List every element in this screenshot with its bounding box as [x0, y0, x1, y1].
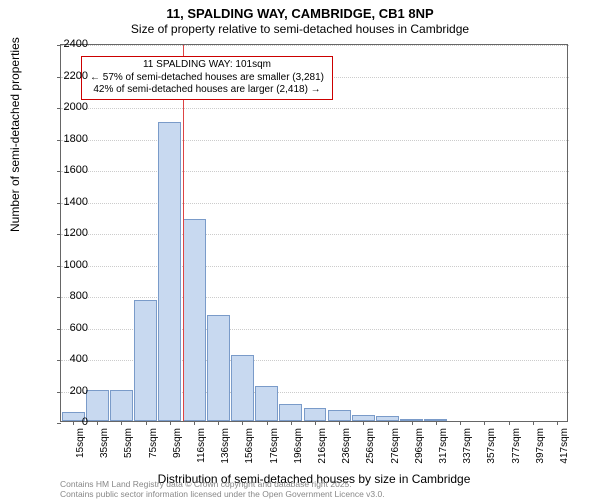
- histogram-bar: [304, 408, 327, 421]
- y-axis-label: Number of semi-detached properties: [8, 37, 22, 232]
- gridline: [61, 297, 569, 298]
- xtick-label: 116sqm: [196, 428, 207, 463]
- plot-region: 11 SPALDING WAY: 101sqm← 57% of semi-det…: [60, 44, 568, 422]
- histogram-bar: [255, 386, 278, 421]
- xtick-mark: [97, 421, 98, 425]
- ytick-label: 2400: [48, 38, 88, 50]
- histogram-bar: [231, 355, 254, 421]
- gridline: [61, 140, 569, 141]
- xtick-label: 236sqm: [341, 428, 352, 464]
- gridline: [61, 266, 569, 267]
- xtick-mark: [170, 421, 171, 425]
- ytick-label: 2200: [48, 70, 88, 82]
- xtick-label: 35sqm: [99, 428, 110, 458]
- xtick-mark: [218, 421, 219, 425]
- xtick-label: 156sqm: [244, 428, 255, 464]
- xtick-label: 196sqm: [293, 428, 304, 464]
- xtick-mark: [194, 421, 195, 425]
- xtick-label: 176sqm: [269, 428, 280, 464]
- gridline: [61, 45, 569, 46]
- ytick-label: 1600: [48, 164, 88, 176]
- histogram-bar: [110, 390, 133, 422]
- histogram-bar: [183, 219, 206, 421]
- xtick-label: 417sqm: [559, 428, 570, 464]
- gridline: [61, 171, 569, 172]
- annotation-line: 42% of semi-detached houses are larger (…: [87, 84, 327, 97]
- annotation-line: 11 SPALDING WAY: 101sqm: [87, 59, 327, 72]
- histogram-bar: [279, 404, 302, 421]
- xtick-mark: [412, 421, 413, 425]
- ytick-label: 0: [48, 416, 88, 428]
- xtick-mark: [557, 421, 558, 425]
- xtick-mark: [460, 421, 461, 425]
- xtick-label: 55sqm: [123, 428, 134, 458]
- ytick-label: 200: [48, 385, 88, 397]
- xtick-label: 357sqm: [486, 428, 497, 464]
- ytick-label: 400: [48, 353, 88, 365]
- xtick-mark: [509, 421, 510, 425]
- xtick-mark: [484, 421, 485, 425]
- annotation-line: ← 57% of semi-detached houses are smalle…: [87, 72, 327, 85]
- histogram-bar: [207, 315, 230, 421]
- histogram-bar: [134, 300, 157, 421]
- xtick-label: 75sqm: [148, 428, 159, 458]
- ytick-label: 800: [48, 290, 88, 302]
- xtick-label: 216sqm: [317, 428, 328, 464]
- ytick-label: 2000: [48, 101, 88, 113]
- xtick-label: 317sqm: [438, 428, 449, 464]
- annotation-box: 11 SPALDING WAY: 101sqm← 57% of semi-det…: [81, 56, 333, 100]
- footer-attribution: Contains HM Land Registry data © Crown c…: [60, 480, 385, 500]
- xtick-label: 276sqm: [390, 428, 401, 464]
- gridline: [61, 203, 569, 204]
- chart-title: 11, SPALDING WAY, CAMBRIDGE, CB1 8NP: [0, 0, 600, 21]
- ytick-label: 1000: [48, 259, 88, 271]
- xtick-mark: [146, 421, 147, 425]
- xtick-label: 136sqm: [220, 428, 231, 464]
- chart-subtitle: Size of property relative to semi-detach…: [0, 21, 600, 40]
- reference-line: [183, 45, 184, 421]
- gridline: [61, 108, 569, 109]
- xtick-mark: [339, 421, 340, 425]
- xtick-label: 256sqm: [365, 428, 376, 464]
- ytick-label: 600: [48, 322, 88, 334]
- xtick-mark: [388, 421, 389, 425]
- xtick-mark: [363, 421, 364, 425]
- xtick-mark: [121, 421, 122, 425]
- histogram-bar: [86, 390, 109, 422]
- ytick-label: 1400: [48, 196, 88, 208]
- xtick-mark: [533, 421, 534, 425]
- histogram-bar: [328, 410, 351, 421]
- gridline: [61, 234, 569, 235]
- xtick-label: 377sqm: [511, 428, 522, 464]
- xtick-label: 397sqm: [535, 428, 546, 464]
- footer-line-2: Contains public sector information licen…: [60, 490, 385, 500]
- xtick-label: 15sqm: [75, 428, 86, 458]
- xtick-mark: [291, 421, 292, 425]
- xtick-label: 296sqm: [414, 428, 425, 464]
- xtick-label: 95sqm: [172, 428, 183, 458]
- chart-area: 11 SPALDING WAY: 101sqm← 57% of semi-det…: [60, 44, 568, 422]
- ytick-label: 1200: [48, 227, 88, 239]
- xtick-mark: [436, 421, 437, 425]
- ytick-label: 1800: [48, 133, 88, 145]
- xtick-mark: [315, 421, 316, 425]
- xtick-mark: [242, 421, 243, 425]
- histogram-bar: [158, 122, 181, 421]
- xtick-mark: [267, 421, 268, 425]
- xtick-label: 337sqm: [462, 428, 473, 464]
